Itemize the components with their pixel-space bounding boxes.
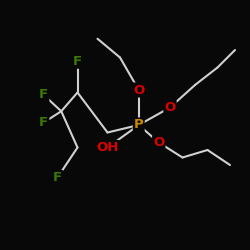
Text: P: P xyxy=(134,118,143,132)
Text: F: F xyxy=(53,171,62,184)
Text: F: F xyxy=(39,88,48,102)
Text: O: O xyxy=(133,84,144,96)
Text: F: F xyxy=(73,55,82,68)
Text: O: O xyxy=(153,136,164,149)
Text: F: F xyxy=(39,116,48,129)
Text: O: O xyxy=(164,101,175,114)
Text: OH: OH xyxy=(96,141,119,154)
